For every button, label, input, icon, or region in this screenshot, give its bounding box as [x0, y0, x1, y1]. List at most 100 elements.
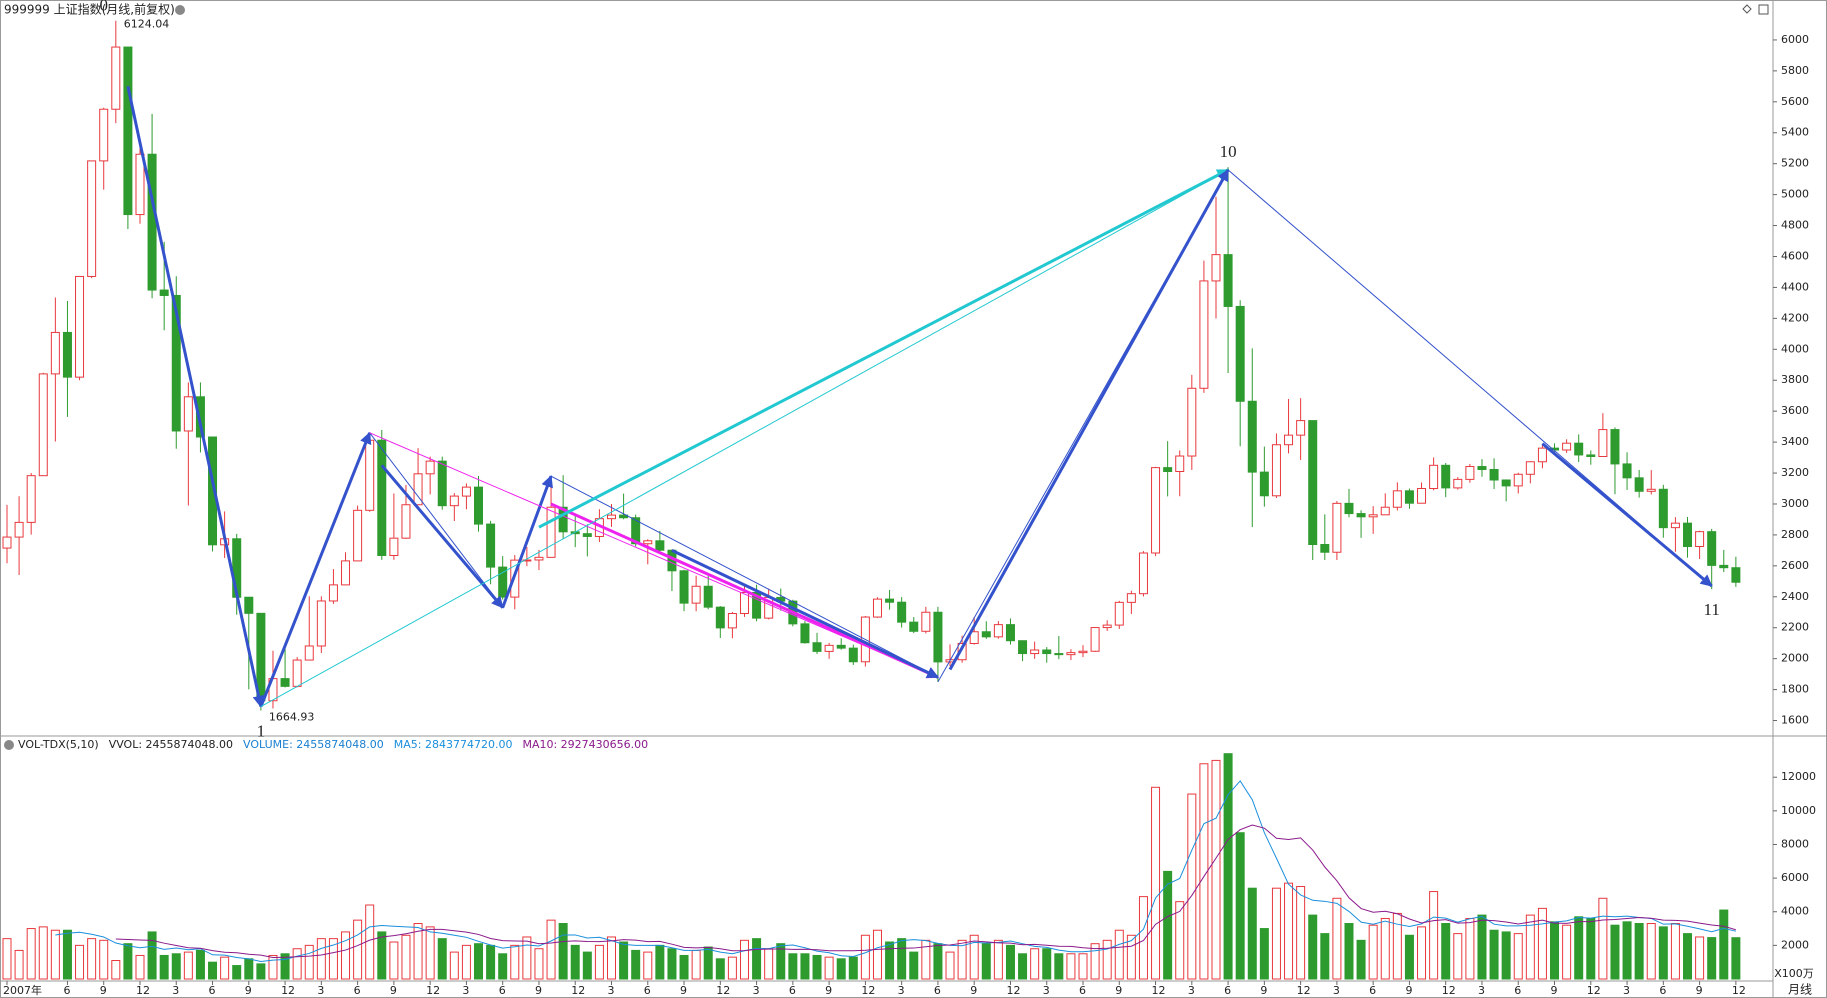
candle-body [679, 570, 689, 604]
candle-body [812, 642, 822, 652]
candle-body [993, 624, 1003, 638]
volume-bar [1550, 921, 1560, 980]
volume-bar [377, 931, 387, 980]
period-label: 月线 [1788, 983, 1812, 997]
x-tick-label: 3 [1188, 984, 1195, 997]
candle-body [872, 598, 882, 618]
volume-bar [341, 931, 351, 980]
volume-bar [607, 936, 616, 980]
x-tick-label: 12 [1297, 984, 1311, 997]
candle-body [1090, 627, 1100, 652]
x-tick-label: 12 [1732, 984, 1746, 997]
candle-body [292, 659, 302, 687]
volume-bar [1296, 886, 1306, 980]
volume-bar [2, 938, 12, 980]
x-tick-label: 6 [789, 984, 796, 997]
volume-bar [1005, 944, 1015, 980]
menu-icon[interactable] [4, 740, 14, 750]
candle-body [498, 566, 508, 598]
y-tick-label: 5200 [1781, 157, 1809, 170]
candle-body [558, 506, 568, 533]
candle-body [474, 486, 484, 525]
y-tick-label: 4000 [1781, 342, 1809, 355]
x-tick-label: 3 [608, 984, 615, 997]
candle-body [389, 537, 399, 556]
volume-bar [1574, 916, 1584, 980]
volume-bar [316, 938, 326, 980]
ma-line [55, 780, 1736, 963]
volume-bar [147, 931, 157, 980]
candle-body [353, 509, 363, 562]
candle-body [1005, 624, 1015, 642]
candle-body [836, 644, 846, 649]
volume-bar [727, 956, 737, 980]
volume-bar [1634, 923, 1644, 980]
candle-body [1320, 544, 1330, 553]
volume-legend: VOL-TDX(5,10) [18, 738, 99, 751]
candle-body [50, 331, 60, 375]
candle-body [75, 275, 85, 378]
candle-body [304, 645, 314, 661]
volume-unit: X100万 [1774, 967, 1814, 980]
volume-bar [1562, 924, 1572, 980]
volume-bar [1719, 909, 1729, 980]
volume-bar [498, 953, 508, 980]
x-tick-label: 6 [1369, 984, 1376, 997]
y-tick-label: 4200 [1781, 311, 1809, 324]
price-label: 6124.04 [124, 18, 170, 31]
volume-bar [1477, 914, 1487, 980]
x-tick-label: 2007年 [3, 983, 42, 997]
y-tick-label: 2000 [1781, 652, 1809, 665]
candle-body [1308, 420, 1318, 546]
y-tick-label: 5800 [1781, 64, 1809, 77]
x-tick-label: 3 [753, 984, 760, 997]
candle-body [1586, 454, 1596, 457]
candle-body [1126, 593, 1136, 603]
x-tick-label: 9 [390, 984, 397, 997]
volume-bar [461, 944, 471, 980]
y-tick-label: 12000 [1781, 770, 1816, 783]
volume-bar [909, 951, 919, 980]
window-button[interactable] [1758, 4, 1769, 15]
candle-body [123, 46, 133, 216]
volume-bar [353, 919, 363, 980]
volume-bar [933, 943, 943, 980]
volume-bar [220, 956, 230, 980]
x-tick-label: 6 [1079, 984, 1086, 997]
candle-body [933, 611, 943, 663]
volume-bar [1501, 931, 1511, 980]
candle-body [99, 108, 109, 162]
volume-bar [788, 953, 798, 980]
volume-bar [570, 944, 580, 980]
candle-body [727, 612, 737, 629]
volume-bar [945, 951, 955, 980]
candle-body [800, 623, 810, 644]
x-tick-label: 6 [644, 984, 651, 997]
volume-bar [111, 960, 121, 980]
volume-bar [1598, 897, 1608, 980]
volume-bar [365, 904, 375, 980]
x-tick-label: 12 [136, 984, 150, 997]
candle-body [1199, 280, 1209, 389]
window-button[interactable] [1742, 4, 1752, 14]
volume-bar [389, 941, 399, 980]
volume-bar [1126, 934, 1136, 980]
wave-label: 0 [99, 0, 108, 15]
volume-bar [1658, 926, 1668, 980]
x-tick-label: 6 [1224, 984, 1231, 997]
volume-bar [1320, 933, 1330, 980]
volume-bar [1271, 887, 1281, 980]
volume-bar [38, 926, 48, 980]
volume-bar [1453, 933, 1463, 980]
y-tick-label: 3800 [1781, 373, 1809, 386]
volume-bar [1030, 948, 1040, 980]
volume-bar [981, 943, 991, 980]
candle-body [643, 540, 653, 545]
volume-bar [75, 944, 85, 980]
y-tick-label: 6000 [1781, 33, 1809, 46]
x-tick-label: 3 [1333, 984, 1340, 997]
menu-icon[interactable] [175, 5, 185, 15]
candle-body [1102, 624, 1112, 629]
y-tick-label: 4000 [1781, 905, 1809, 918]
candle-body [1646, 488, 1656, 492]
